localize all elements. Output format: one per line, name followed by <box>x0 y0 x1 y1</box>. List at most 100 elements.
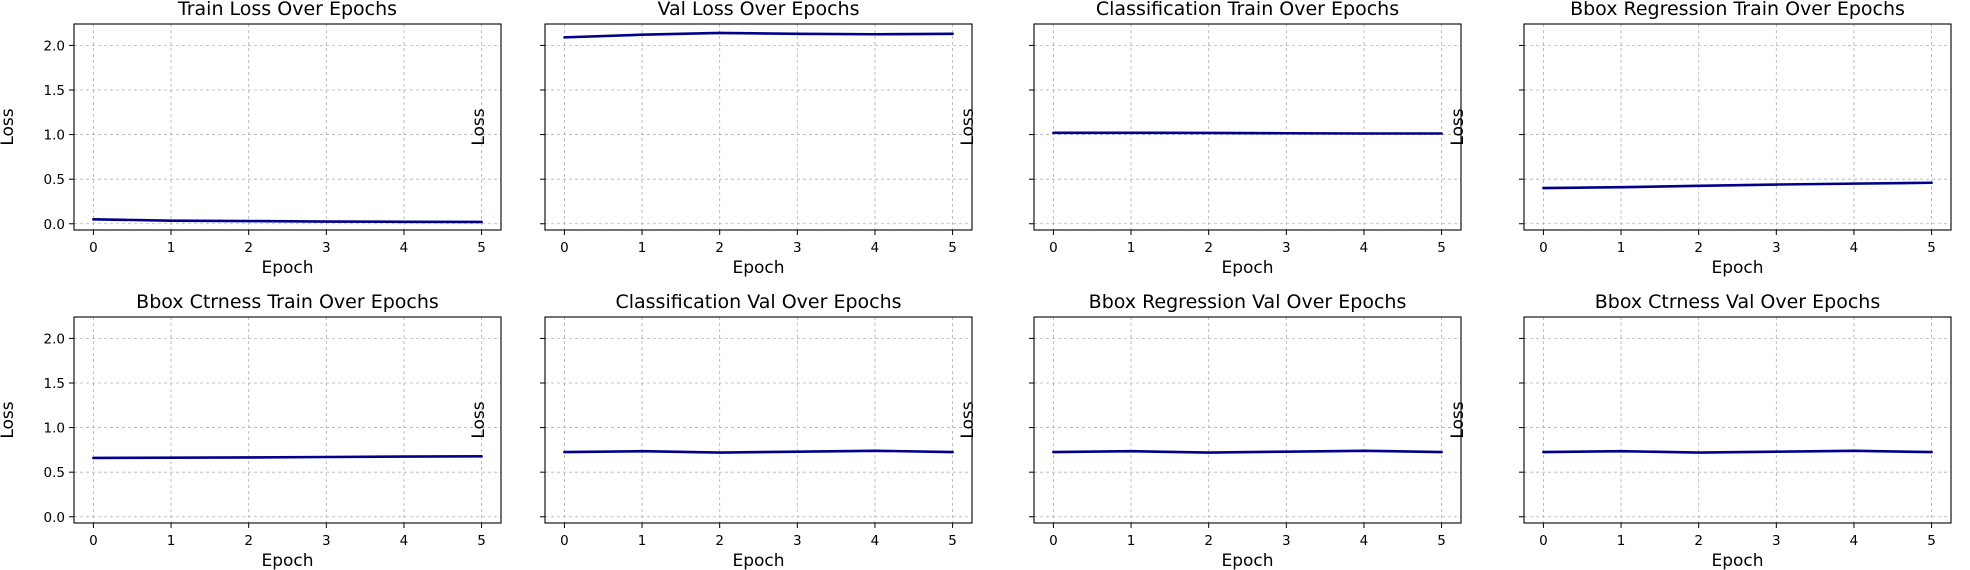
loss-series-line <box>1052 449 1443 454</box>
x-tick-label: 1 <box>1127 240 1136 256</box>
x-tick-label: 3 <box>1772 533 1781 549</box>
x-tick-label: 5 <box>1437 533 1446 549</box>
x-tick-label: 4 <box>871 533 880 549</box>
subplot-title: Train Loss Over Epochs <box>177 0 397 20</box>
x-axis-label: Epoch <box>1711 551 1763 570</box>
x-tick-label: 2 <box>1204 533 1213 549</box>
x-tick-label: 1 <box>167 533 176 549</box>
x-tick-label: 2 <box>1694 533 1703 549</box>
subplot-2: 0 1 2 3 4 5 Val Loss Over Epochs Epoch Loss <box>469 0 973 278</box>
subplot-title: Bbox Regression Val Over Epochs <box>1089 291 1407 313</box>
x-axis-label: Epoch <box>732 258 784 278</box>
subplot-title: Bbox Regression Train Over Epochs <box>1570 0 1905 20</box>
x-tick-label: 5 <box>1927 240 1936 256</box>
y-tick-label: 1.5 <box>44 83 65 99</box>
x-tick-label: 0 <box>560 533 569 549</box>
x-tick-label: 3 <box>1282 533 1291 549</box>
x-tick-label: 5 <box>948 533 957 549</box>
y-tick-label: 2.0 <box>44 38 65 54</box>
x-tick-label: 0 <box>1049 240 1058 256</box>
y-axis-label: Loss <box>469 401 489 438</box>
x-axis-label: Epoch <box>732 551 784 570</box>
plot-frame <box>73 316 502 524</box>
plot-frame <box>73 23 502 231</box>
subplot-title: Bbox Ctrness Val Over Epochs <box>1595 291 1880 313</box>
y-axis-label: Loss <box>0 108 18 145</box>
y-tick-label: 0.5 <box>44 172 65 188</box>
y-axis-label: Loss <box>469 108 489 145</box>
x-axis-label: Epoch <box>261 551 313 570</box>
y-axis-label: Loss <box>958 401 978 438</box>
x-tick-label: 3 <box>1772 240 1781 256</box>
loss-series-line <box>563 31 954 39</box>
x-tick-label: 4 <box>871 240 880 256</box>
plot-frame <box>544 316 973 524</box>
loss-series-line <box>1052 131 1443 135</box>
subplot-5: 0 1 2 3 4 5 0.0 0.5 1.0 1.5 2.0 Bbox Ctrness Train … <box>0 291 502 570</box>
x-tick-label: 2 <box>244 533 253 549</box>
x-axis-label: Epoch <box>1221 258 1273 278</box>
loss-series-line <box>563 449 954 454</box>
y-tick-label: 1.0 <box>44 128 65 144</box>
x-tick-label: 3 <box>322 240 331 256</box>
x-tick-label: 0 <box>560 240 569 256</box>
x-tick-label: 4 <box>1850 240 1859 256</box>
x-tick-label: 2 <box>1694 240 1703 256</box>
x-tick-label: 3 <box>322 533 331 549</box>
y-axis-label: Loss <box>0 401 18 438</box>
y-axis-label: Loss <box>1448 401 1468 438</box>
plot-frame <box>1523 23 1952 231</box>
y-tick-label: 2.0 <box>44 331 65 347</box>
plot-frame <box>1033 23 1462 231</box>
y-axis-label: Loss <box>1448 108 1468 145</box>
subplot-8: 0 1 2 3 4 5 Bbox Ctrness Val Over Epochs Epoch L… <box>1448 291 1952 570</box>
x-tick-label: 2 <box>715 533 724 549</box>
subplot-title: Classification Val Over Epochs <box>615 291 901 313</box>
subplot-title: Classification Train Over Epochs <box>1096 0 1399 20</box>
subplot-3: 0 1 2 3 4 5 Classification Train Over Epochs Ep… <box>958 0 1462 278</box>
x-tick-label: 1 <box>1127 533 1136 549</box>
loss-series-line <box>92 454 483 460</box>
x-tick-label: 4 <box>1360 240 1369 256</box>
x-tick-label: 0 <box>1539 240 1548 256</box>
y-tick-label: 0.0 <box>44 510 65 526</box>
x-tick-label: 5 <box>477 240 486 256</box>
subplot-title: Bbox Ctrness Train Over Epochs <box>136 291 439 313</box>
x-tick-label: 1 <box>638 240 647 256</box>
y-tick-label: 1.0 <box>44 421 65 437</box>
x-axis-label: Epoch <box>1221 551 1273 570</box>
plot-frame <box>1523 316 1952 524</box>
x-tick-label: 2 <box>1204 240 1213 256</box>
x-tick-label: 2 <box>244 240 253 256</box>
y-tick-label: 0.0 <box>44 217 65 233</box>
x-tick-label: 0 <box>1049 533 1058 549</box>
y-axis-label: Loss <box>958 108 978 145</box>
x-tick-label: 1 <box>1617 240 1626 256</box>
loss-series-line <box>1542 181 1933 190</box>
y-tick-label: 1.5 <box>44 376 65 392</box>
x-tick-label: 4 <box>1850 533 1859 549</box>
x-tick-label: 5 <box>1437 240 1446 256</box>
subplot-4: 0 1 2 3 4 5 Bbox Regression Train Over Epochs E… <box>1448 0 1952 278</box>
x-tick-label: 0 <box>89 240 98 256</box>
x-tick-label: 1 <box>167 240 176 256</box>
x-tick-label: 1 <box>638 533 647 549</box>
x-tick-label: 5 <box>477 533 486 549</box>
x-tick-label: 3 <box>793 240 802 256</box>
x-tick-label: 5 <box>948 240 957 256</box>
plot-frame <box>544 23 973 231</box>
subplot-6: 0 1 2 3 4 5 Classification Val Over Epochs Epoc… <box>469 291 973 570</box>
y-tick-label: 0.5 <box>44 465 65 481</box>
x-tick-label: 0 <box>1539 533 1548 549</box>
loss-series-line <box>92 218 483 224</box>
x-tick-label: 4 <box>1360 533 1369 549</box>
x-tick-label: 3 <box>1282 240 1291 256</box>
subplot-title: Val Loss Over Epochs <box>657 0 859 20</box>
x-axis-label: Epoch <box>261 258 313 278</box>
x-tick-label: 3 <box>793 533 802 549</box>
x-tick-label: 5 <box>1927 533 1936 549</box>
subplot-1: 0 1 2 3 4 5 0.0 0.5 1.0 1.5 2.0 Train Loss Over Epo… <box>0 0 502 278</box>
x-tick-label: 2 <box>715 240 724 256</box>
x-axis-label: Epoch <box>1711 258 1763 278</box>
